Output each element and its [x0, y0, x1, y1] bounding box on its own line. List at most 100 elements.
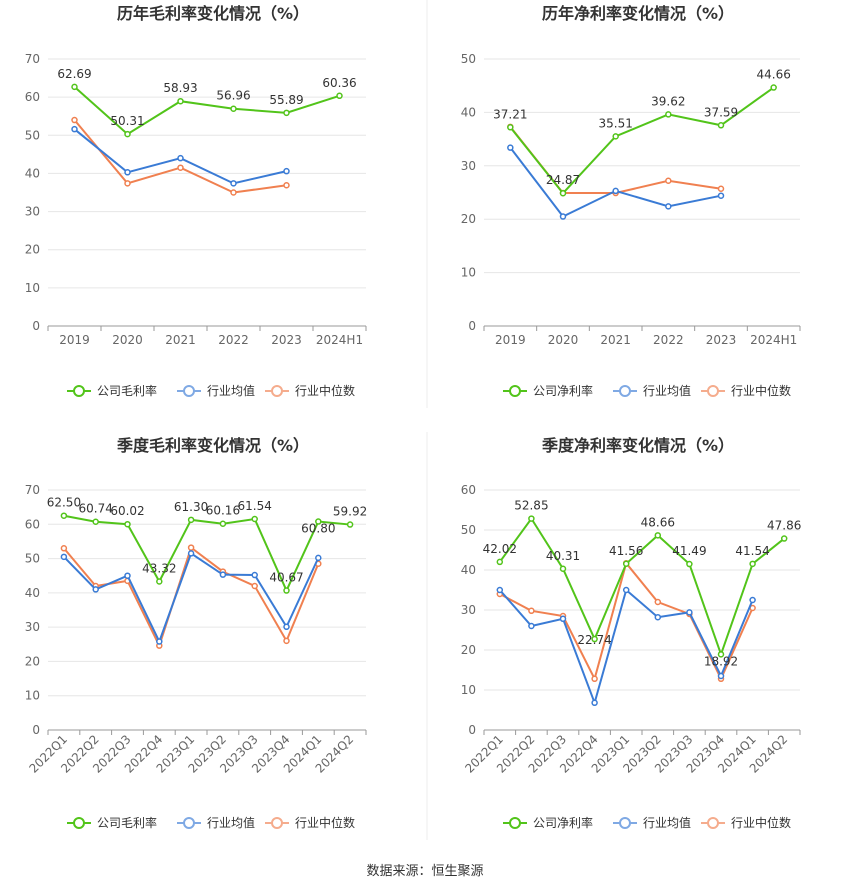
- x-tick-label: 2023: [706, 333, 737, 347]
- x-tick-label: 2020: [112, 333, 143, 347]
- legend-swatch-marker: [271, 817, 283, 829]
- series-line: [63, 514, 351, 593]
- data-point: [749, 596, 756, 604]
- data-label: 39.62: [651, 94, 685, 108]
- series-line: [498, 516, 785, 658]
- data-label: 44.66: [756, 68, 790, 82]
- legend-swatch-marker: [509, 385, 521, 397]
- data-point: [622, 560, 630, 568]
- data-label: 56.96: [216, 89, 250, 103]
- data-point: [92, 586, 99, 593]
- data-point: [60, 512, 68, 519]
- series-1: 42.02 52.85 40.31 22.74 41.56 48.66 41.49 18.92…: [483, 499, 802, 669]
- chart-title: 季度毛利率变化情况（%）: [116, 436, 309, 455]
- y-tick-label: 30: [25, 205, 40, 219]
- legend-label: 行业均值: [207, 815, 255, 830]
- y-tick-label: 50: [461, 523, 476, 537]
- series-line: [63, 545, 320, 649]
- data-label: 42.02: [483, 542, 517, 556]
- y-tick-label: 40: [461, 563, 476, 577]
- x-tick-label: 2022: [218, 333, 249, 347]
- legend-swatch-marker: [707, 817, 719, 829]
- data-point: [71, 125, 78, 133]
- x-tick-label: 2022: [653, 333, 684, 347]
- data-label: 37.59: [704, 105, 738, 119]
- legend-item-3: 行业中位数: [701, 815, 791, 830]
- legend-swatch-marker: [183, 817, 195, 829]
- data-point: [177, 97, 184, 105]
- legend: 公司净利率 行业均值 行业中位数: [503, 815, 791, 830]
- legend: 公司净利率 行业均值 行业中位数: [503, 383, 791, 398]
- data-point: [654, 532, 662, 539]
- legend-swatch-marker: [619, 385, 631, 397]
- legend-label: 公司净利率: [533, 383, 593, 398]
- data-point: [230, 105, 237, 112]
- data-point: [507, 144, 514, 151]
- data-label: 62.69: [57, 67, 91, 81]
- series-3: [60, 544, 322, 649]
- data-label: 55.89: [269, 93, 303, 107]
- legend-item-2: 行业均值: [613, 383, 691, 398]
- chart-2: 历年净利率变化情况（%） 0 10 20 30 40 50 2019 2020 2021 2022 2…: [461, 4, 801, 398]
- data-point: [92, 518, 99, 525]
- series-2: [507, 144, 725, 220]
- series-3: [71, 116, 290, 196]
- series-2: [60, 550, 322, 645]
- y-tick-label: 70: [25, 483, 40, 497]
- data-point: [591, 699, 598, 707]
- data-point: [717, 672, 725, 680]
- legend-swatch-marker: [271, 385, 283, 397]
- data-point: [71, 116, 78, 124]
- y-tick-label: 30: [461, 159, 476, 173]
- legend-label: 行业均值: [207, 383, 255, 398]
- data-point: [124, 572, 131, 579]
- data-point: [251, 582, 258, 590]
- y-tick-label: 60: [461, 483, 476, 497]
- data-point: [507, 124, 514, 131]
- chart-1: 历年毛利率变化情况（%） 0 10 20 30 40 50 60 70 2019 2020 2021 2…: [25, 4, 367, 398]
- legend-item-2: 行业均值: [613, 815, 691, 830]
- data-label: 41.56: [609, 544, 643, 558]
- data-point: [686, 560, 693, 568]
- data-point: [283, 109, 290, 117]
- y-tick-label: 40: [25, 586, 40, 600]
- data-point: [496, 586, 504, 594]
- data-point: [612, 187, 619, 195]
- data-label: 61.54: [238, 499, 272, 513]
- series-line: [509, 147, 722, 218]
- data-point: [591, 675, 598, 683]
- data-point: [283, 637, 290, 645]
- legend-item-3: 行业中位数: [265, 383, 355, 398]
- data-point: [686, 609, 693, 616]
- data-point: [717, 192, 725, 199]
- y-tick-label: 0: [32, 319, 40, 333]
- data-point: [622, 586, 630, 594]
- data-point: [60, 545, 68, 552]
- y-tick-label: 20: [25, 243, 40, 257]
- legend-swatch-marker: [509, 817, 521, 829]
- data-point: [124, 130, 131, 138]
- legend-item-1: 公司毛利率: [67, 815, 157, 830]
- legend-item-2: 行业均值: [177, 383, 255, 398]
- data-point: [60, 553, 68, 561]
- legend: 公司毛利率 行业均值 行业中位数: [67, 383, 355, 398]
- data-point: [559, 189, 567, 197]
- x-tick-label: 2023: [271, 333, 302, 347]
- data-point: [283, 167, 290, 175]
- data-point: [559, 615, 567, 623]
- x-tick-label: 2019: [59, 333, 90, 347]
- x-tick-label: 2021: [165, 333, 196, 347]
- x-tick-label: 2020: [548, 333, 579, 347]
- series-line: [509, 86, 775, 195]
- data-label: 43.32: [142, 561, 176, 575]
- legend-label: 行业中位数: [295, 383, 355, 398]
- legend-swatch-marker: [707, 385, 719, 397]
- y-tick-label: 30: [25, 620, 40, 634]
- y-tick-label: 20: [461, 643, 476, 657]
- data-point: [315, 518, 322, 525]
- legend-item-1: 公司净利率: [503, 383, 593, 398]
- data-label: 60.80: [301, 522, 335, 536]
- data-label: 50.31: [110, 114, 144, 128]
- data-label: 37.21: [493, 107, 527, 121]
- data-point: [559, 565, 567, 573]
